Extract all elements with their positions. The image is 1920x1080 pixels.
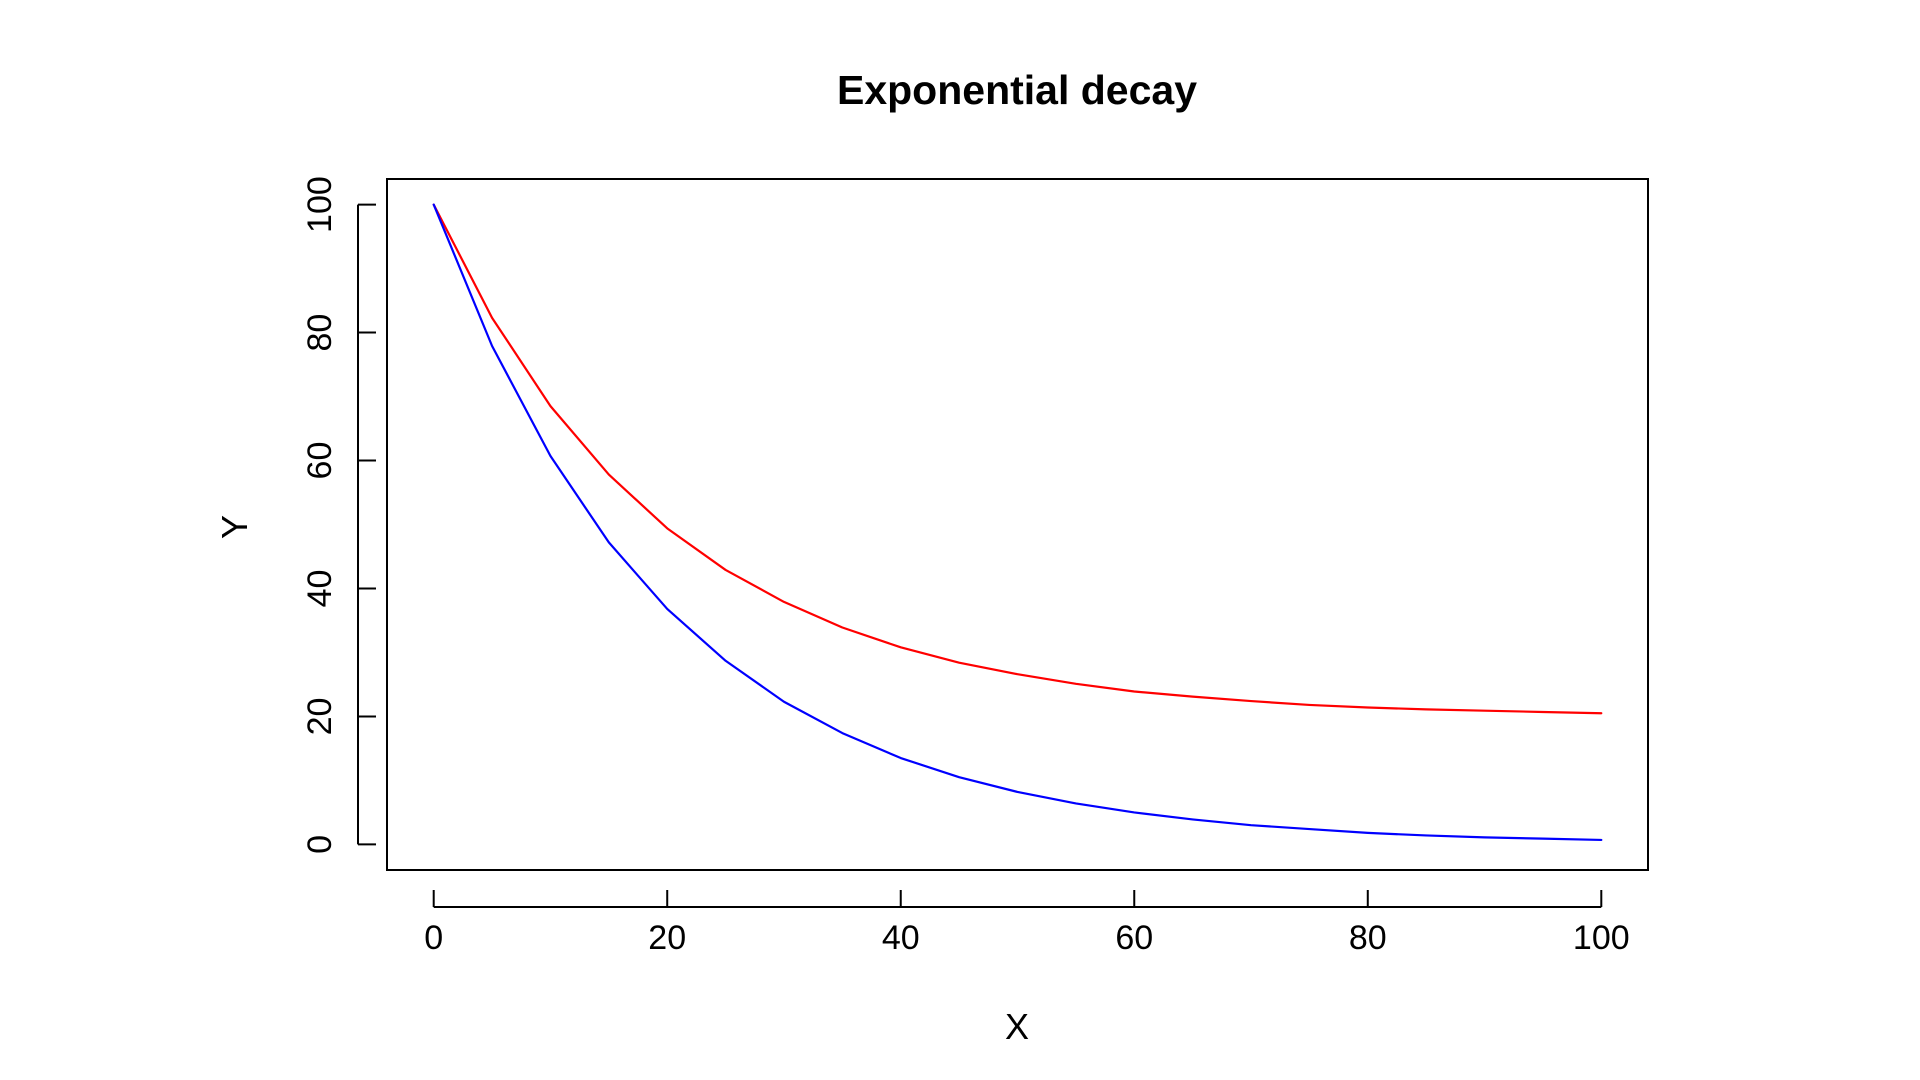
y-tick-label: 100 <box>301 176 339 233</box>
y-axis-label: Y <box>214 515 255 539</box>
y-tick-label: 60 <box>301 442 339 480</box>
x-tick-label: 100 <box>1573 919 1630 957</box>
plot-frame <box>386 178 1649 871</box>
y-tick-label: 40 <box>301 570 339 608</box>
chart-title: Exponential decay <box>837 67 1197 113</box>
x-tick-label: 40 <box>882 919 920 957</box>
x-tick-label: 0 <box>424 919 443 957</box>
y-tick-label: 0 <box>301 835 339 854</box>
y-tick-label: 20 <box>301 698 339 736</box>
x-axis: 0 20 40 60 80 100 <box>424 890 1630 957</box>
series-line-1 <box>432 203 1603 715</box>
x-tick-label: 20 <box>648 919 686 957</box>
x-tick-label: 80 <box>1349 919 1387 957</box>
x-tick-label: 60 <box>1115 919 1153 957</box>
series-line-2 <box>432 203 1603 842</box>
y-tick-label: 80 <box>301 314 339 352</box>
series-layer <box>432 203 1603 842</box>
y-axis: 0 20 40 60 80 100 <box>301 176 376 854</box>
x-axis-label: X <box>1005 1006 1029 1047</box>
